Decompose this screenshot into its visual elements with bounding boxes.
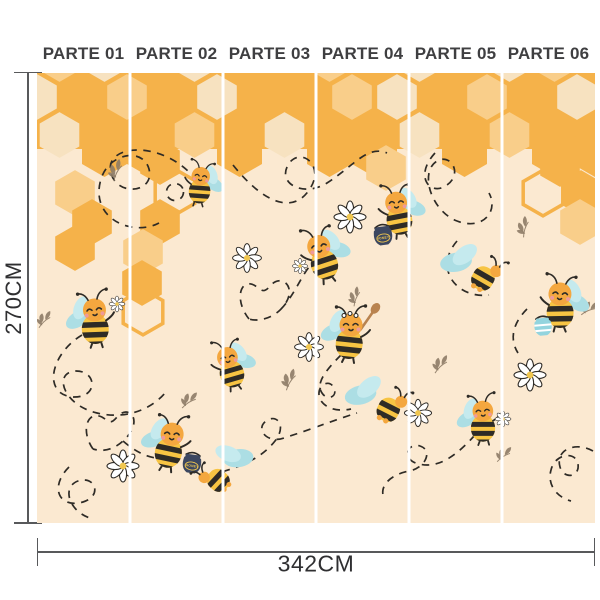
height-dimension-line — [27, 72, 29, 523]
daisy-icon — [333, 200, 367, 234]
width-dimension-label: 342CM — [277, 550, 355, 577]
width-dimension-tick-right — [593, 538, 595, 566]
height-dimension-tick-top — [14, 71, 42, 73]
bee-icon — [337, 365, 417, 429]
leaf-icon — [278, 368, 300, 392]
panel-divider — [407, 73, 411, 523]
panel-label-2: PARTE 02 — [135, 44, 218, 63]
flight-trail — [381, 434, 476, 499]
panel-label-1: PARTE 01 — [42, 44, 125, 63]
width-dimension-tick-left — [36, 538, 38, 566]
flight-trail-heart — [239, 266, 310, 321]
honey-pot-label: HONEY — [185, 463, 199, 469]
leaf-icon — [511, 215, 535, 240]
height-dimension-label: 270CM — [1, 261, 26, 335]
flight-trail — [318, 354, 352, 411]
daisy-icon — [294, 332, 324, 362]
leaf-icon — [431, 354, 448, 374]
bees: HONEY HONEY — [59, 157, 595, 503]
bee-icon — [207, 334, 262, 394]
panel-divider — [128, 73, 132, 523]
panel-divider — [500, 73, 504, 523]
panel-label-4: PARTE 04 — [321, 44, 404, 63]
leaf-icon — [344, 285, 365, 308]
wallpaper-mural: HONEY HONEY — [17, 36, 600, 523]
panel-label-3: PARTE 03 — [228, 44, 311, 63]
panel-label-6: PARTE 06 — [507, 44, 590, 63]
panel-divider — [221, 73, 225, 523]
flower-crown — [341, 312, 347, 319]
width-dimension-line — [37, 551, 595, 553]
honey-pot-label: HONEY — [376, 235, 390, 241]
height-dimension-tick-bottom — [14, 522, 42, 524]
flight-trail — [57, 466, 96, 520]
leaf-icon — [36, 310, 51, 329]
flight-trail-loop — [165, 182, 185, 202]
flower-crown — [353, 312, 359, 319]
daisy-icon — [513, 358, 547, 392]
honey-pot-icon — [180, 450, 204, 475]
flight-trail — [549, 446, 594, 502]
daisy-icon — [108, 295, 126, 313]
daisy-icon — [292, 258, 308, 274]
panel-divider — [314, 73, 318, 523]
leaf-icon — [179, 389, 198, 411]
daisy-icon — [106, 449, 140, 483]
daisy-icon — [232, 243, 262, 273]
flight-trail — [446, 240, 490, 297]
flight-trail — [52, 334, 166, 416]
panel-dividers — [128, 73, 504, 523]
bee-icon — [59, 287, 119, 352]
flower-crown — [347, 310, 353, 317]
flight-trail — [512, 308, 528, 354]
mural-artwork: HONEY HONEY — [17, 36, 600, 523]
panel-label-5: PARTE 05 — [414, 44, 497, 63]
